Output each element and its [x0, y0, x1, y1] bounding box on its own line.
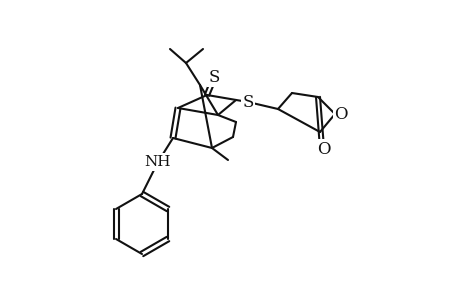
Text: NH: NH: [145, 155, 171, 169]
Text: S: S: [208, 68, 219, 86]
Text: O: O: [317, 140, 330, 158]
Text: S: S: [242, 94, 253, 110]
Text: O: O: [334, 106, 347, 122]
